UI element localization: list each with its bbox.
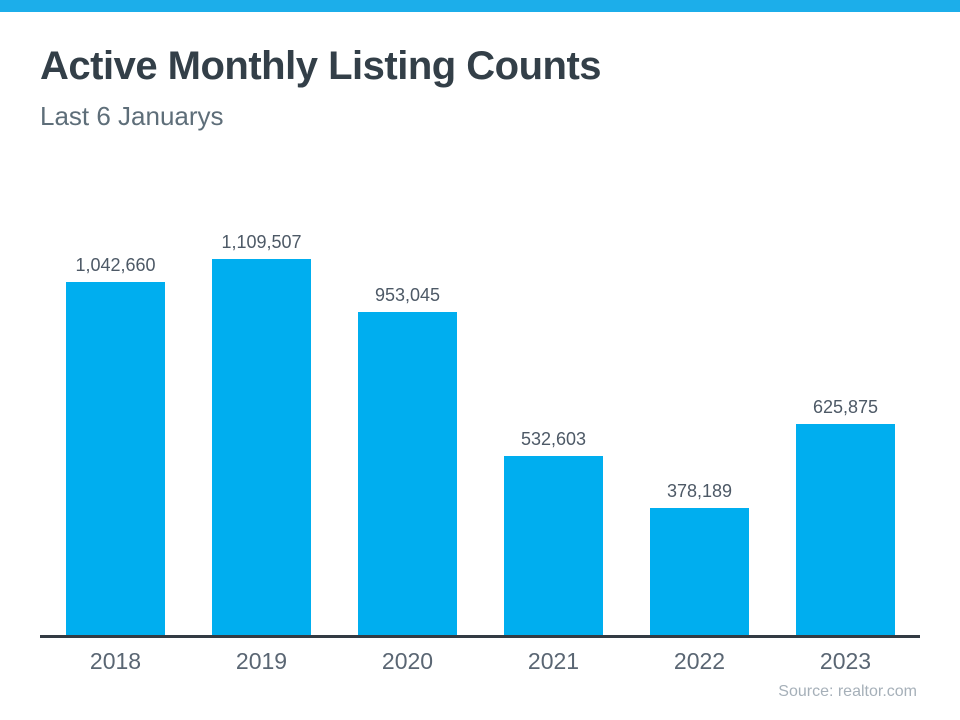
bar-value-2023: 625,875 [812, 397, 879, 417]
page-title: Active Monthly Listing Counts [40, 44, 602, 88]
bar-value-2021: 532,603 [520, 429, 587, 449]
bar-2020 [358, 312, 457, 637]
source-caption: Source: realtor.com [778, 683, 917, 700]
bar-value-2022: 378,189 [666, 481, 733, 501]
bar-value-2019: 1,109,507 [221, 232, 302, 252]
bar-value-2020: 953,045 [374, 285, 441, 305]
bar-2023 [796, 424, 895, 637]
page-subtitle: Last 6 Januarys [40, 101, 224, 131]
x-tick-2022: 2022 [673, 648, 726, 674]
x-tick-2021: 2021 [527, 648, 580, 674]
bar-value-2018: 1,042,660 [75, 255, 156, 275]
bar-2021 [504, 456, 603, 637]
x-tick-2018: 2018 [89, 648, 142, 674]
x-axis-line [40, 635, 920, 638]
x-tick-2020: 2020 [381, 648, 434, 674]
bar-2018 [66, 282, 165, 637]
x-tick-2023: 2023 [819, 648, 872, 674]
top-accent-bar [0, 0, 960, 12]
x-tick-2019: 2019 [235, 648, 288, 674]
bar-2019 [212, 259, 311, 637]
bar-2022 [650, 508, 749, 637]
